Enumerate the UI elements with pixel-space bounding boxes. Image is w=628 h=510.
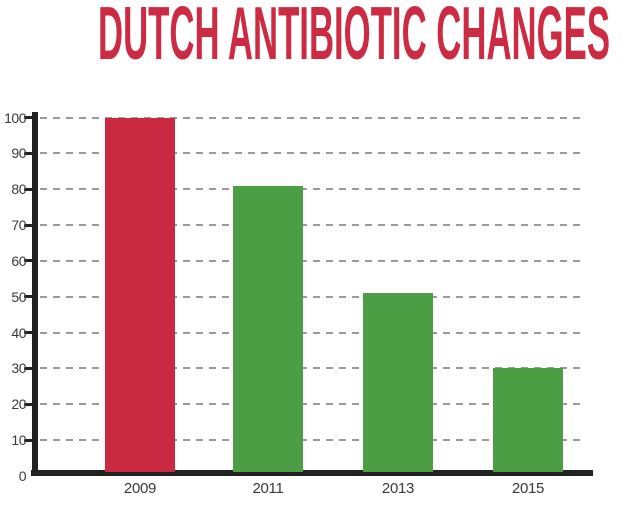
bar-2011 xyxy=(233,185,303,472)
y-axis-tick-label: 10 xyxy=(11,432,26,449)
gridline xyxy=(40,367,583,370)
chart-title: DUTCH ANTIBIOTIC CHANGES xyxy=(98,2,610,64)
bar-2009 xyxy=(105,117,175,472)
y-axis-tick-label: 60 xyxy=(11,252,26,269)
y-axis-tick xyxy=(24,331,33,335)
gridline xyxy=(40,295,583,298)
bar-2013 xyxy=(363,293,433,472)
x-axis-label: 2013 xyxy=(381,480,415,497)
gridline xyxy=(40,224,583,227)
y-axis-tick-label: 80 xyxy=(11,181,26,198)
y-axis-tick-label: 40 xyxy=(11,324,26,341)
y-axis-tick xyxy=(24,295,33,299)
y-axis-line xyxy=(32,112,38,476)
y-axis-tick xyxy=(24,438,33,442)
bar-2015 xyxy=(493,368,563,472)
y-axis-tick-label: 50 xyxy=(11,288,26,305)
gridline xyxy=(40,439,583,442)
chart-title-text: DUTCH ANTIBIOTIC CHANGES xyxy=(98,2,610,64)
y-axis-tick xyxy=(24,259,33,263)
y-axis-tick-label: 20 xyxy=(11,396,26,413)
x-axis-label: 2015 xyxy=(511,480,545,497)
x-axis-label: 2011 xyxy=(252,480,284,497)
y-axis-tick xyxy=(24,187,33,191)
y-axis-tick xyxy=(24,116,33,119)
y-axis-tick xyxy=(24,366,33,370)
x-axis-line xyxy=(31,470,593,476)
x-axis-label: 2009 xyxy=(123,480,157,497)
y-axis-tick-label: 70 xyxy=(11,217,26,234)
gridline xyxy=(40,152,583,155)
gridline xyxy=(40,331,583,334)
y-axis-tick-label: 0 xyxy=(18,468,27,484)
y-axis-tick-label: 90 xyxy=(11,145,26,162)
gridline xyxy=(40,403,583,406)
y-axis-tick xyxy=(24,223,33,227)
gridline xyxy=(40,188,583,191)
y-axis-tick xyxy=(24,402,33,406)
y-axis-tick xyxy=(24,151,33,155)
gridline xyxy=(40,259,583,262)
y-axis-tick-label: 100 xyxy=(4,109,26,126)
gridline xyxy=(40,116,583,119)
y-axis-tick-label: 30 xyxy=(11,360,26,377)
